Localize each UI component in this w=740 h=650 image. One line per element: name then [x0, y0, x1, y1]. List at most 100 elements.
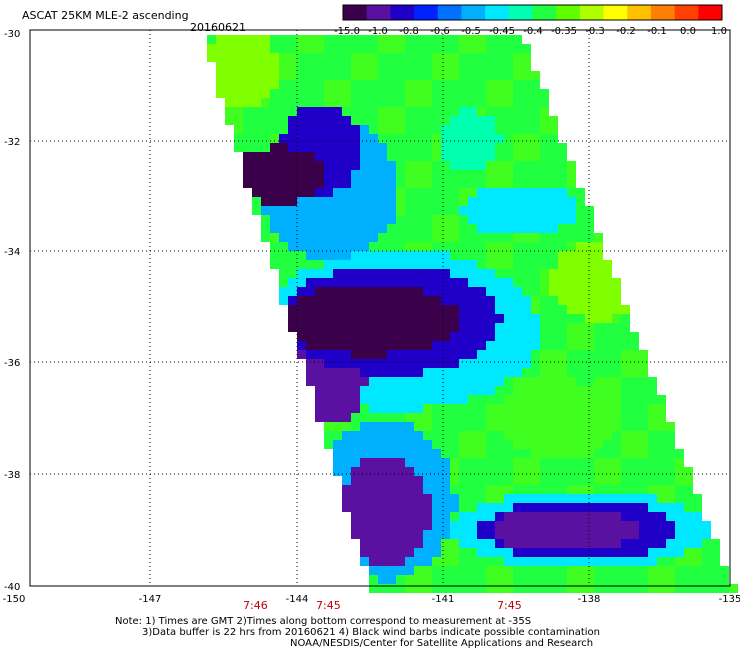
swath-cell: [639, 494, 648, 503]
colorbar-label: -0.1: [647, 26, 667, 37]
swath-cell: [549, 134, 558, 143]
swath-cell: [468, 422, 477, 431]
swath-cell: [486, 287, 495, 296]
swath-cell: [333, 134, 342, 143]
swath-cell: [522, 350, 531, 359]
swath-cell: [450, 530, 459, 539]
swath-cell: [594, 548, 603, 557]
swath-cell: [540, 557, 549, 566]
swath-cell: [405, 152, 414, 161]
swath-cell: [513, 242, 522, 251]
swath-cell: [513, 161, 522, 170]
swath-cell: [639, 395, 648, 404]
swath-cell: [468, 197, 477, 206]
swath-cell: [450, 503, 459, 512]
swath-cell: [369, 215, 378, 224]
swath-cell: [414, 296, 423, 305]
swath-cell: [396, 386, 405, 395]
swath-cell: [504, 530, 513, 539]
swath-cell: [504, 548, 513, 557]
swath-cell: [288, 53, 297, 62]
swath-cell: [522, 566, 531, 575]
colorbar-swatch: [485, 5, 510, 20]
swath-cell: [333, 305, 342, 314]
swath-cell: [612, 395, 621, 404]
swath-cell: [684, 584, 693, 593]
swath-cell: [657, 566, 666, 575]
swath-cell: [405, 539, 414, 548]
swath-cell: [594, 557, 603, 566]
swath-cell: [387, 557, 396, 566]
swath-cell: [612, 278, 621, 287]
swath-cell: [612, 341, 621, 350]
swath-cell: [666, 476, 675, 485]
swath-cell: [531, 575, 540, 584]
swath-cell: [477, 395, 486, 404]
swath-cell: [432, 584, 441, 593]
swath-cell: [477, 449, 486, 458]
swath-cell: [504, 566, 513, 575]
swath-cell: [531, 557, 540, 566]
swath-cell: [621, 431, 630, 440]
swath-cell: [342, 314, 351, 323]
swath-cell: [423, 62, 432, 71]
swath-cell: [324, 296, 333, 305]
swath-cell: [540, 440, 549, 449]
swath-cell: [639, 449, 648, 458]
swath-cell: [459, 557, 468, 566]
swath-cell: [603, 386, 612, 395]
swath-cell: [585, 368, 594, 377]
swath-cell: [567, 557, 576, 566]
swath-cell: [621, 314, 630, 323]
swath-cell: [324, 341, 333, 350]
swath-cell: [306, 170, 315, 179]
swath-cell: [612, 557, 621, 566]
swath-cell: [351, 341, 360, 350]
swath-cell: [432, 485, 441, 494]
swath-cell: [306, 80, 315, 89]
swath-cell: [684, 494, 693, 503]
colorbar-swatch: [390, 5, 415, 20]
swath-cell: [252, 170, 261, 179]
swath-cell: [315, 152, 324, 161]
swath-cell: [342, 287, 351, 296]
swath-cell: [558, 143, 567, 152]
swath-cell: [540, 269, 549, 278]
swath-cell: [378, 224, 387, 233]
swath-cell: [567, 575, 576, 584]
swath-cell: [558, 368, 567, 377]
swath-cell: [315, 62, 324, 71]
swath-cell: [423, 296, 432, 305]
swath-cell: [360, 134, 369, 143]
swath-cell: [387, 404, 396, 413]
swath-cell: [414, 557, 423, 566]
swath-cell: [450, 134, 459, 143]
swath-cell: [360, 530, 369, 539]
swath-cell: [423, 503, 432, 512]
swath-cell: [594, 458, 603, 467]
swath-cell: [450, 314, 459, 323]
swath-cell: [369, 467, 378, 476]
swath-cell: [459, 512, 468, 521]
swath-cell: [531, 458, 540, 467]
swath-cell: [594, 521, 603, 530]
swath-cell: [504, 215, 513, 224]
swath-cell: [378, 395, 387, 404]
swath-cell: [459, 575, 468, 584]
swath-cell: [558, 305, 567, 314]
swath-cell: [567, 314, 576, 323]
swath-cell: [369, 458, 378, 467]
swath-cell: [279, 251, 288, 260]
swath-cell: [504, 431, 513, 440]
swath-cell: [360, 71, 369, 80]
swath-cell: [351, 134, 360, 143]
swath-cell: [675, 539, 684, 548]
swath-cell: [486, 386, 495, 395]
swath-cell: [522, 224, 531, 233]
swath-cell: [225, 44, 234, 53]
swath-cell: [522, 296, 531, 305]
swath-cell: [342, 413, 351, 422]
swath-cell: [396, 179, 405, 188]
swath-cell: [495, 557, 504, 566]
swath-cell: [603, 323, 612, 332]
